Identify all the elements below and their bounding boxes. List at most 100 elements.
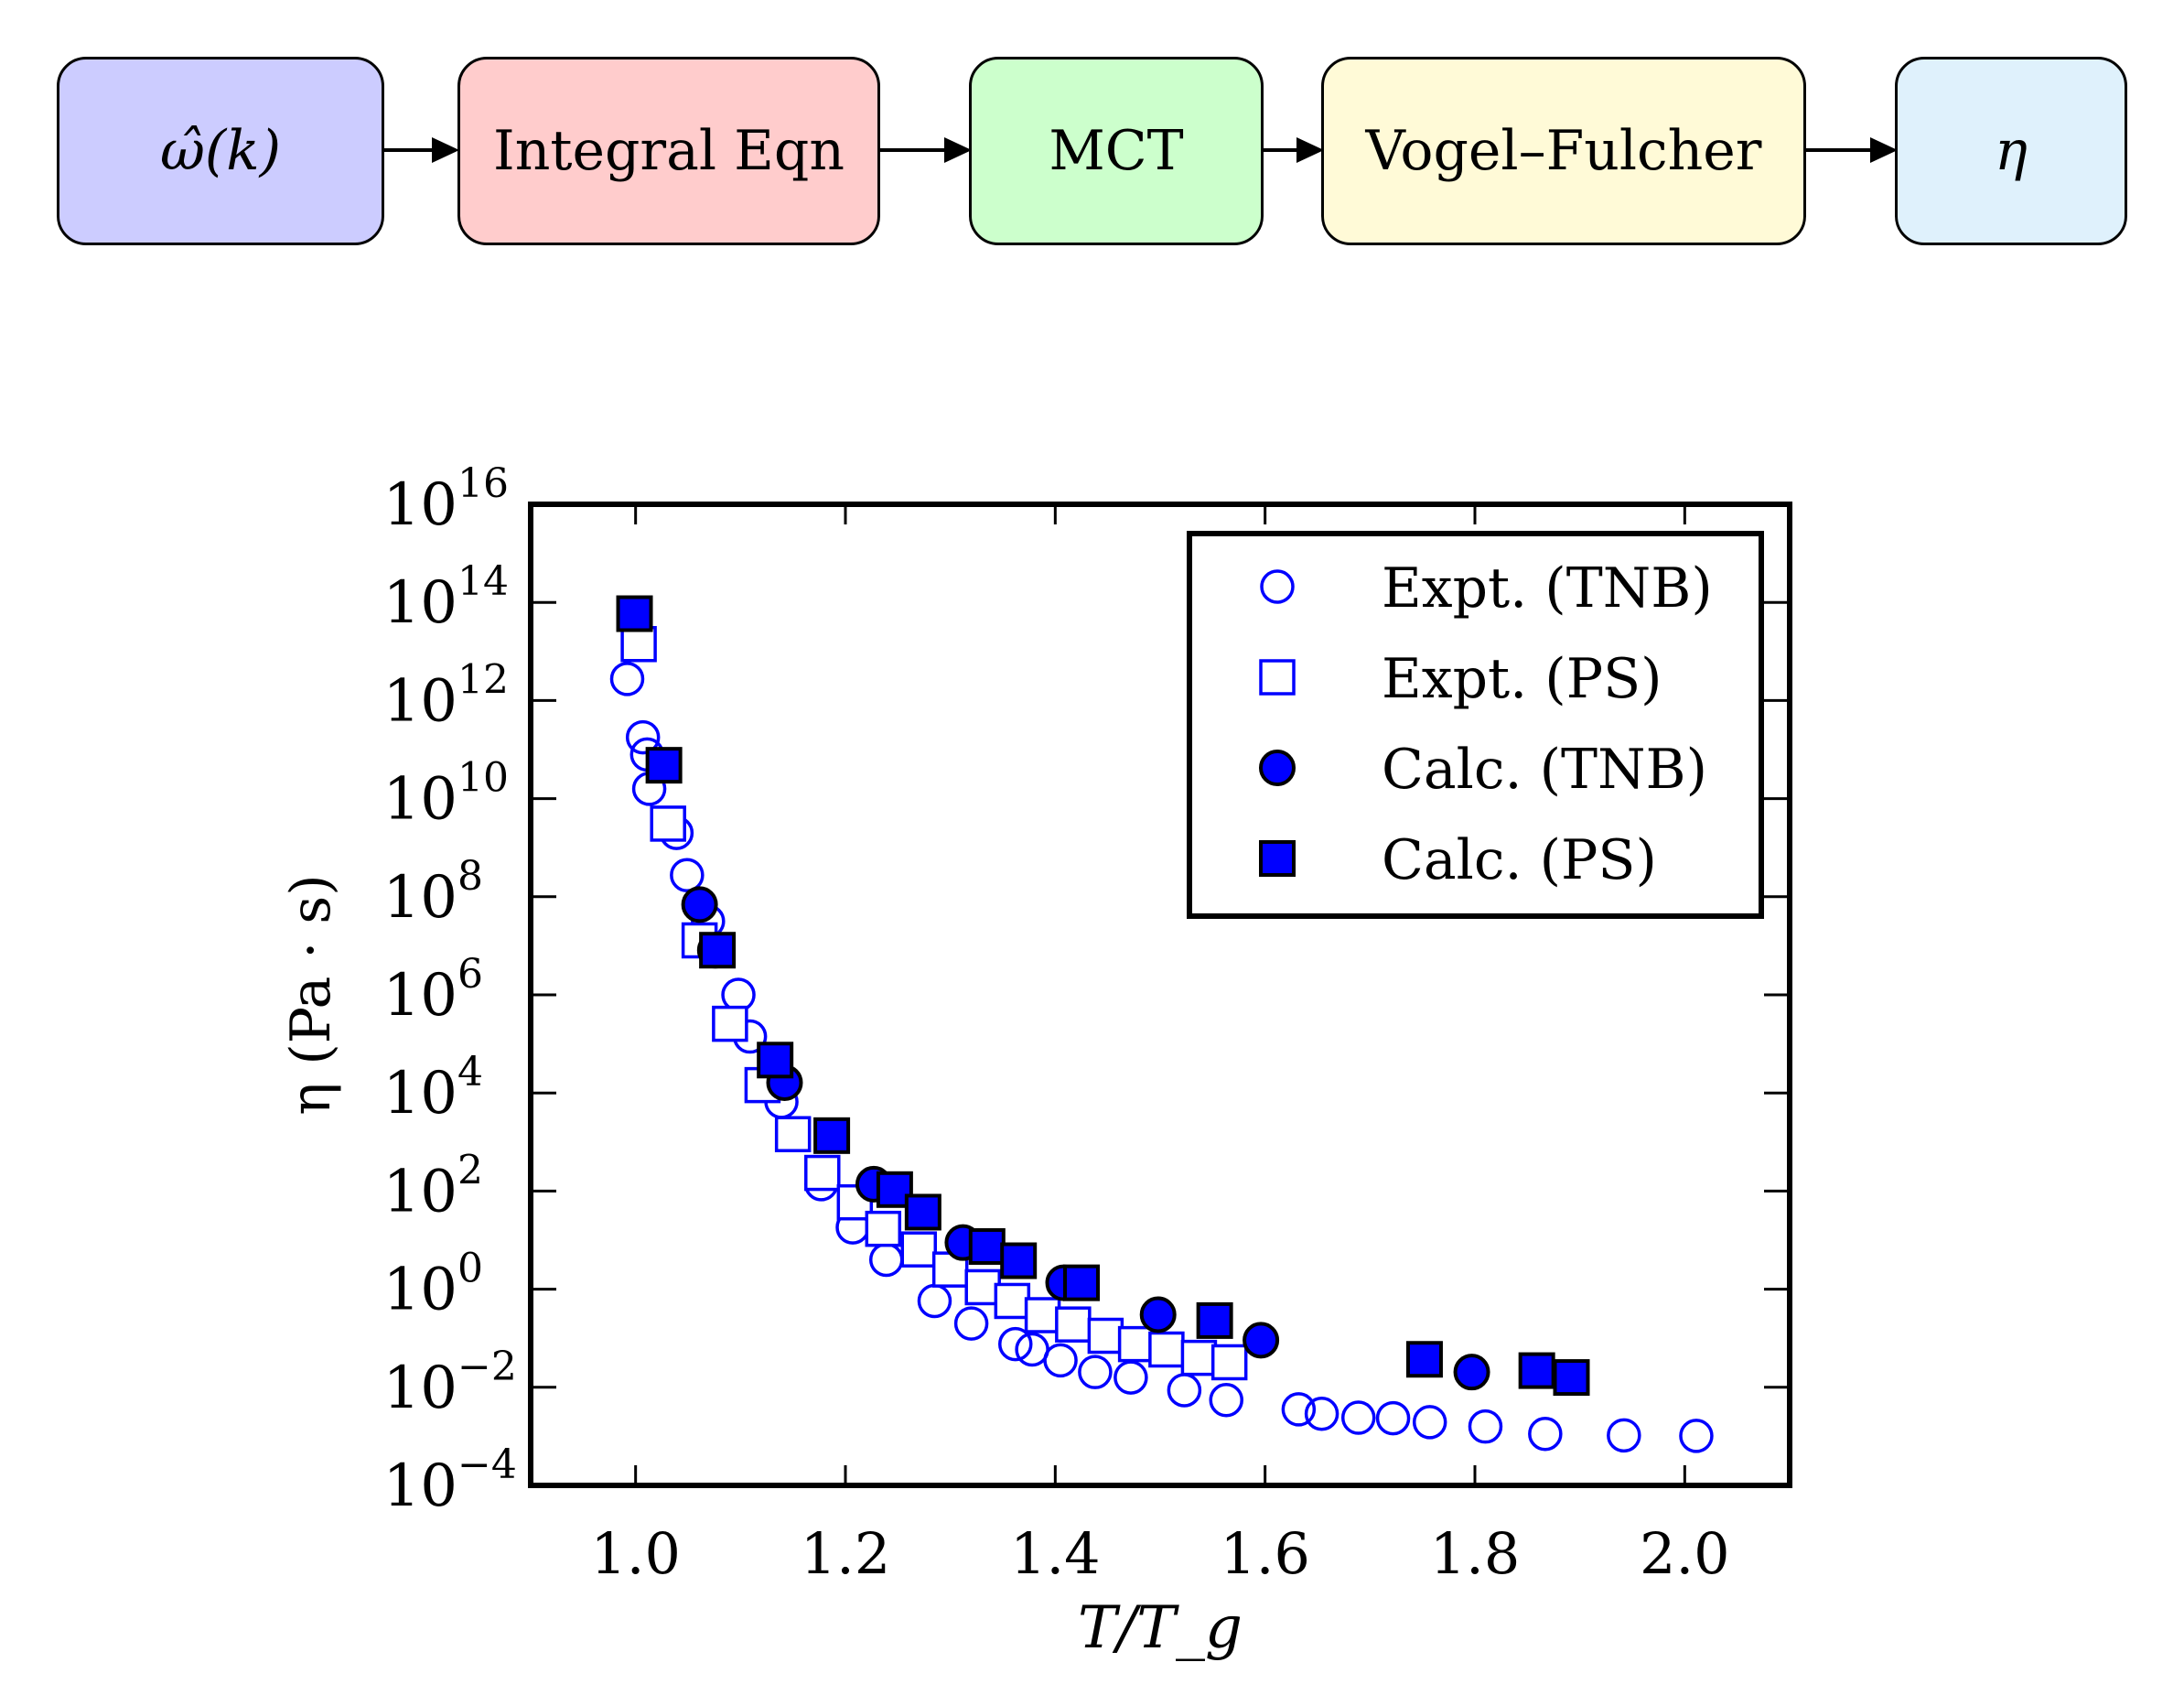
data-point [1015, 1332, 1049, 1367]
data-point [1528, 1416, 1563, 1452]
y-tick-label: 10 [383, 1257, 457, 1324]
data-point [1210, 1344, 1248, 1381]
y-tick-label: 10 [383, 1355, 457, 1422]
y-tick-label: 10 [383, 667, 457, 735]
legend: Expt. (TNB) Expt. (PS) Calc. (TNB) Calc. (P… [1187, 531, 1764, 919]
series-calc-ps [616, 595, 1590, 1397]
y-tick-exponent: 16 [457, 460, 509, 507]
data-point [900, 1231, 938, 1268]
pipeline-flowchart: ω̂(k) Integral Eqn MCT Vogel–Fulcher η [0, 0, 2184, 275]
data-point [1180, 1339, 1218, 1376]
legend-marker [1259, 750, 1296, 786]
data-point [670, 858, 705, 892]
data-point [1243, 1322, 1280, 1359]
x-tick-label: 1.0 [590, 1520, 681, 1587]
data-point [1117, 1325, 1155, 1363]
data-point [757, 1042, 794, 1079]
data-point [1167, 1373, 1202, 1408]
data-point [994, 1282, 1031, 1320]
x-tick-label: 1.4 [1010, 1520, 1101, 1587]
node-omega-hat-label: ω̂(k) [159, 119, 282, 183]
data-point [953, 1306, 989, 1341]
data-point [917, 1283, 952, 1319]
y-tick-exponent: 14 [457, 558, 509, 605]
data-point [865, 1210, 902, 1247]
data-point [868, 1242, 904, 1278]
data-point [964, 1268, 1001, 1306]
y-tick-label: 10 [383, 569, 457, 637]
legend-marker [1259, 840, 1296, 877]
node-mct: MCT [969, 57, 1264, 245]
y-tick-exponent: 12 [457, 656, 509, 703]
legend-label: Expt. (TNB) [1382, 556, 1713, 621]
data-point [620, 626, 657, 663]
data-point [1375, 1400, 1411, 1436]
node-omega-hat: ω̂(k) [57, 57, 384, 245]
x-tick-label: 2.0 [1640, 1520, 1730, 1587]
series-expt-ps [620, 626, 1248, 1381]
data-point [774, 1116, 812, 1152]
arrow-4 [1806, 137, 1898, 163]
y-tick-exponent: 4 [457, 1049, 483, 1096]
y-tick-exponent: 2 [457, 1147, 483, 1193]
data-point [1043, 1343, 1078, 1378]
data-point [1114, 1360, 1148, 1395]
data-point [699, 932, 737, 969]
legend-marker [1260, 569, 1295, 604]
data-point [1281, 1392, 1317, 1427]
data-point [1055, 1306, 1092, 1343]
data-markers [609, 595, 1714, 1453]
y-tick-exponent: 0 [457, 1246, 483, 1292]
node-eta: η [1895, 57, 2127, 245]
node-eta-label: η [1995, 119, 2028, 183]
data-point [998, 1326, 1033, 1362]
data-point [1209, 1382, 1243, 1418]
y-axis-label: η (Pa · s) [279, 874, 343, 1115]
data-point [1468, 1409, 1503, 1444]
data-point [804, 1154, 841, 1192]
data-point [1304, 1396, 1339, 1431]
arrow-3 [1264, 137, 1324, 163]
data-point [645, 747, 683, 784]
data-point [813, 1117, 851, 1154]
node-integral-eqn: Integral Eqn [457, 57, 880, 245]
data-point [1078, 1355, 1113, 1389]
x-tick-label: 1.6 [1220, 1520, 1310, 1587]
data-point [616, 595, 653, 632]
data-point [681, 886, 718, 923]
y-tick-label: 10 [383, 962, 457, 1030]
data-point [712, 1005, 748, 1042]
y-tick-label: 10 [383, 766, 457, 834]
legend-label: Expt. (PS) [1382, 647, 1662, 711]
data-point [625, 719, 661, 755]
data-point [1518, 1352, 1555, 1389]
data-point [609, 662, 645, 696]
y-tick-label: 10 [383, 1158, 457, 1225]
node-vogel-fulcher: Vogel–Fulcher [1321, 57, 1806, 245]
y-tick-label: 10 [383, 1452, 457, 1520]
legend-label: Calc. (PS) [1382, 828, 1657, 892]
data-point [1453, 1354, 1490, 1391]
x-tick-label: 1.2 [801, 1520, 891, 1587]
data-point [904, 1193, 941, 1231]
x-ticks: 1.0 1.2 1.4 1.6 1.8 2.0 [590, 504, 1730, 1587]
y-tick-exponent: −2 [457, 1344, 517, 1390]
data-point [1196, 1301, 1233, 1339]
data-point [1139, 1296, 1177, 1333]
y-tick-exponent: −4 [457, 1441, 517, 1488]
data-point [1553, 1359, 1590, 1397]
data-point [1412, 1405, 1447, 1440]
y-tick-label: 10 [383, 1060, 457, 1128]
data-point [650, 805, 686, 842]
data-point [1063, 1264, 1100, 1301]
y-tick-exponent: 10 [457, 755, 509, 802]
legend-marker [1259, 659, 1296, 696]
data-point [1087, 1317, 1124, 1355]
y-tick-exponent: 8 [457, 853, 483, 900]
data-point [1340, 1400, 1376, 1435]
x-tick-label: 1.8 [1430, 1520, 1521, 1587]
node-mct-label: MCT [1049, 119, 1184, 183]
y-tick-label: 10 [383, 471, 457, 539]
